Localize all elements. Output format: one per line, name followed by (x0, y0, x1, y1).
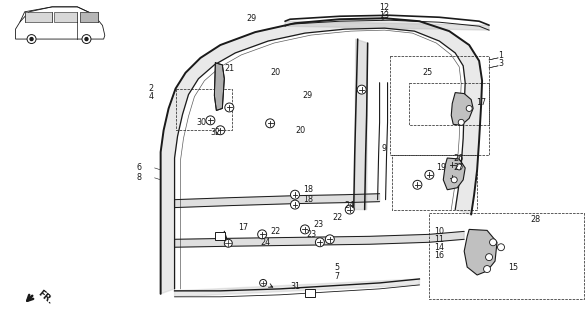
Circle shape (85, 37, 88, 41)
Polygon shape (355, 39, 367, 210)
Text: 8: 8 (137, 173, 141, 182)
Circle shape (258, 230, 266, 239)
Polygon shape (174, 194, 380, 208)
Text: 26: 26 (453, 154, 463, 163)
Circle shape (266, 119, 275, 128)
Text: FR.: FR. (36, 289, 55, 306)
Text: 21: 21 (224, 64, 234, 73)
Text: 31: 31 (290, 282, 300, 292)
Circle shape (458, 119, 464, 125)
Circle shape (451, 177, 457, 183)
Text: 32: 32 (210, 128, 221, 137)
Text: 17: 17 (476, 98, 486, 107)
Circle shape (485, 254, 492, 260)
Polygon shape (451, 92, 473, 125)
Text: 28: 28 (530, 215, 540, 224)
Circle shape (448, 161, 457, 169)
Text: 17: 17 (238, 223, 248, 232)
Circle shape (325, 235, 335, 244)
Text: 24: 24 (345, 201, 355, 210)
Text: 10: 10 (434, 227, 444, 236)
Text: 20: 20 (270, 68, 280, 77)
Circle shape (206, 116, 215, 125)
Text: 2: 2 (149, 84, 154, 93)
Text: 5: 5 (335, 263, 340, 272)
Circle shape (82, 35, 91, 44)
Circle shape (30, 37, 33, 41)
Polygon shape (15, 7, 105, 39)
Circle shape (315, 238, 325, 247)
Circle shape (345, 205, 354, 214)
Text: 20: 20 (295, 126, 305, 135)
Polygon shape (174, 231, 464, 247)
Text: 12: 12 (380, 3, 390, 12)
Polygon shape (174, 279, 419, 297)
Circle shape (27, 35, 36, 44)
Text: 9: 9 (382, 144, 387, 153)
Circle shape (224, 239, 232, 247)
Circle shape (490, 239, 497, 246)
Polygon shape (443, 158, 465, 190)
Text: 6: 6 (137, 164, 141, 172)
Text: 24: 24 (260, 238, 270, 247)
Text: 18: 18 (303, 195, 313, 204)
Text: 27: 27 (453, 164, 464, 172)
Text: 22: 22 (333, 213, 343, 222)
Bar (215, 232, 225, 240)
Text: 23: 23 (306, 230, 316, 239)
Text: 7: 7 (335, 272, 340, 282)
Text: 23: 23 (313, 220, 323, 229)
Text: 15: 15 (508, 263, 518, 272)
Polygon shape (25, 12, 52, 22)
Text: 19: 19 (436, 164, 447, 172)
Text: 30: 30 (197, 118, 207, 127)
Circle shape (484, 266, 491, 273)
Circle shape (466, 106, 472, 111)
Circle shape (456, 164, 462, 170)
Text: 11: 11 (434, 235, 444, 244)
Circle shape (413, 180, 422, 189)
Text: 14: 14 (434, 243, 444, 252)
Circle shape (225, 103, 234, 112)
Circle shape (498, 244, 504, 251)
Text: 3: 3 (498, 59, 503, 68)
Text: 4: 4 (149, 92, 154, 101)
Text: 18: 18 (303, 185, 313, 194)
Text: 16: 16 (434, 251, 444, 260)
Polygon shape (214, 63, 224, 110)
Polygon shape (55, 12, 77, 22)
Circle shape (291, 200, 299, 209)
Bar (305, 289, 315, 297)
Text: 1: 1 (498, 52, 503, 60)
Polygon shape (464, 229, 497, 275)
Text: 13: 13 (380, 11, 390, 20)
Text: 25: 25 (423, 68, 433, 77)
Polygon shape (80, 12, 98, 22)
Circle shape (448, 173, 457, 182)
Circle shape (259, 279, 266, 286)
Polygon shape (285, 21, 489, 30)
Text: 29: 29 (302, 91, 312, 100)
Circle shape (291, 190, 299, 199)
Circle shape (357, 85, 366, 94)
Circle shape (216, 126, 225, 135)
Polygon shape (80, 12, 98, 22)
Circle shape (425, 171, 434, 179)
Polygon shape (161, 18, 482, 294)
Text: 22: 22 (270, 227, 281, 236)
Circle shape (301, 225, 309, 234)
Text: 29: 29 (246, 14, 257, 23)
